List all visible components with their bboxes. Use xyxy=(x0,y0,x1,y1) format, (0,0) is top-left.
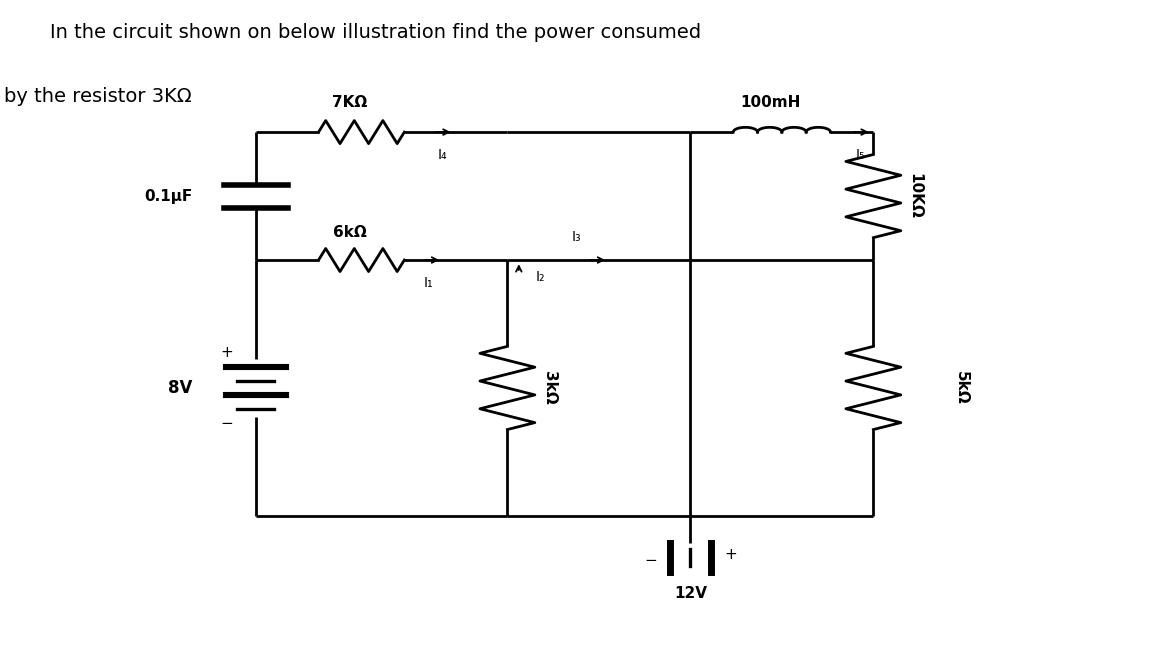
Text: by the resistor 3KΩ: by the resistor 3KΩ xyxy=(5,87,191,106)
Text: 0.1μF: 0.1μF xyxy=(145,189,192,203)
Text: I₂: I₂ xyxy=(536,270,545,284)
Text: −: − xyxy=(221,415,234,431)
Text: 8V: 8V xyxy=(168,379,192,397)
Text: In the circuit shown on below illustration find the power consumed: In the circuit shown on below illustrati… xyxy=(50,23,702,42)
Text: 100mH: 100mH xyxy=(741,95,801,110)
Text: I₄: I₄ xyxy=(438,148,447,162)
Text: I₁: I₁ xyxy=(424,276,433,290)
Text: 6kΩ: 6kΩ xyxy=(333,225,366,240)
Text: +: + xyxy=(723,547,737,562)
Text: 12V: 12V xyxy=(674,586,707,601)
Text: I₃: I₃ xyxy=(571,230,581,244)
Text: 5kΩ: 5kΩ xyxy=(954,371,969,405)
Text: 10KΩ: 10KΩ xyxy=(908,173,923,219)
Text: −: − xyxy=(644,553,657,568)
Text: +: + xyxy=(221,345,234,360)
Text: I₅: I₅ xyxy=(856,148,865,162)
Text: 3kΩ: 3kΩ xyxy=(541,371,556,405)
Text: 7KΩ: 7KΩ xyxy=(333,95,367,110)
